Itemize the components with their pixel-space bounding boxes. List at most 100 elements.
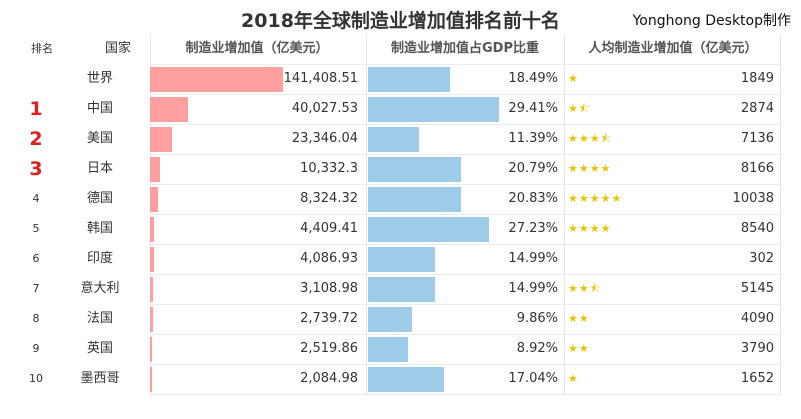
value-label: 2,739.72	[300, 311, 358, 326]
star-rating-icon: ★★★★★	[568, 192, 623, 205]
header-per-capita: 人均制造业增加值（亿美元）	[588, 41, 758, 56]
per-capita-label: 8166	[740, 161, 774, 176]
share-label: 27.23%	[508, 221, 558, 236]
star-rating-icon: ★★★★	[568, 162, 612, 175]
share-bar	[368, 367, 444, 392]
table-row: 9 英国 2,519.86 8.92% ★★ 3790	[0, 334, 801, 364]
table-row: 7 意大利 3,108.98 14.99% ★★⯪ 5145	[0, 274, 801, 304]
table-row: 1 中国 40,027.53 29.41% ★⯪ 2874	[0, 94, 801, 124]
row-divider	[150, 244, 780, 245]
per-capita-label: 7136	[740, 131, 774, 146]
divider	[564, 34, 565, 396]
country-label: 世界	[86, 71, 113, 86]
per-capita-label: 5145	[740, 281, 774, 296]
row-divider	[150, 94, 780, 95]
star-rating-icon: ★★	[568, 342, 590, 355]
value-bar	[150, 337, 152, 362]
divider	[780, 34, 781, 396]
header-country: 国家	[104, 41, 131, 56]
share-bar	[368, 127, 419, 152]
value-label: 10,332.3	[300, 161, 358, 176]
divider	[366, 34, 367, 396]
country-label: 中国	[86, 101, 113, 116]
rank-label: 4	[32, 192, 40, 205]
credit-label: Yonghong Desktop制作	[632, 13, 791, 29]
value-bar	[150, 127, 172, 152]
header-gdp-share: 制造业增加值占GDP比重	[391, 41, 539, 56]
star-rating-icon: ★★	[568, 312, 590, 325]
row-divider	[150, 364, 780, 365]
share-label: 8.92%	[516, 341, 558, 356]
table-row: 5 韩国 4,409.41 27.23% ★★★★ 8540	[0, 214, 801, 244]
share-bar	[368, 97, 499, 122]
header-rank: 排名	[31, 42, 53, 55]
per-capita-label: 1652	[740, 371, 774, 386]
value-bar	[150, 277, 153, 302]
row-divider	[150, 334, 780, 335]
per-capita-label: 3790	[740, 341, 774, 356]
value-label: 4,409.41	[300, 221, 358, 236]
rank-label: 5	[32, 222, 40, 235]
value-bar	[150, 367, 152, 392]
rank-label: 6	[32, 252, 40, 265]
rank-label: 3	[29, 158, 43, 180]
value-label: 2,519.86	[300, 341, 358, 356]
share-label: 20.83%	[508, 191, 558, 206]
per-capita-label: 10038	[732, 191, 774, 206]
share-bar	[368, 67, 450, 92]
share-label: 14.99%	[508, 251, 558, 266]
per-capita-label: 1849	[740, 71, 774, 86]
per-capita-label: 8540	[740, 221, 774, 236]
rank-label: 9	[32, 342, 40, 355]
star-rating-icon: ★	[568, 372, 579, 385]
star-rating-icon: ★⯪	[568, 102, 591, 115]
header-manufacturing-value: 制造业增加值（亿美元）	[185, 41, 329, 56]
share-label: 11.39%	[508, 131, 558, 146]
per-capita-label: 4090	[740, 311, 774, 326]
value-bar	[150, 247, 154, 272]
table-row: 6 印度 4,086.93 14.99% 302	[0, 244, 801, 274]
value-label: 2,084.98	[300, 371, 358, 386]
share-label: 29.41%	[508, 101, 558, 116]
table-row: 3 日本 10,332.3 20.79% ★★★★ 8166	[0, 154, 801, 184]
row-divider	[150, 184, 780, 185]
row-divider	[150, 154, 780, 155]
country-label: 墨西哥	[80, 371, 120, 386]
share-label: 17.04%	[508, 371, 558, 386]
value-bar	[150, 97, 188, 122]
star-rating-icon: ★★★★	[568, 222, 612, 235]
value-bar	[150, 67, 283, 92]
table-row: 2 美国 23,346.04 11.39% ★★★⯪ 7136	[0, 124, 801, 154]
row-divider	[150, 64, 780, 65]
value-label: 40,027.53	[291, 101, 358, 116]
value-bar	[150, 217, 154, 242]
row-divider	[150, 304, 780, 305]
share-bar	[368, 337, 408, 362]
value-label: 141,408.51	[283, 71, 358, 86]
rank-label: 7	[32, 282, 40, 295]
per-capita-label: 2874	[740, 101, 774, 116]
rank-label	[18, 64, 54, 94]
share-bar	[368, 157, 461, 182]
rank-label: 10	[29, 372, 43, 385]
country-label: 英国	[86, 341, 113, 356]
share-label: 14.99%	[508, 281, 558, 296]
table-row: 10 墨西哥 2,084.98 17.04% ★ 1652	[0, 364, 801, 394]
star-rating-icon: ★★⯪	[568, 282, 602, 295]
country-label: 意大利	[80, 281, 120, 296]
country-label: 日本	[86, 161, 113, 176]
rank-label: 8	[32, 312, 40, 325]
row-divider	[150, 274, 780, 275]
divider	[150, 34, 151, 396]
share-label: 18.49%	[508, 71, 558, 86]
value-label: 3,108.98	[300, 281, 358, 296]
row-divider	[150, 214, 780, 215]
value-bar	[150, 307, 153, 332]
row-divider	[150, 124, 780, 125]
rank-label: 1	[29, 98, 43, 120]
row-divider	[150, 394, 780, 395]
share-bar	[368, 247, 435, 272]
per-capita-label: 302	[749, 251, 774, 266]
chart-title: 2018年全球制造业增加值排名前十名	[241, 10, 560, 32]
country-label: 法国	[86, 311, 113, 326]
